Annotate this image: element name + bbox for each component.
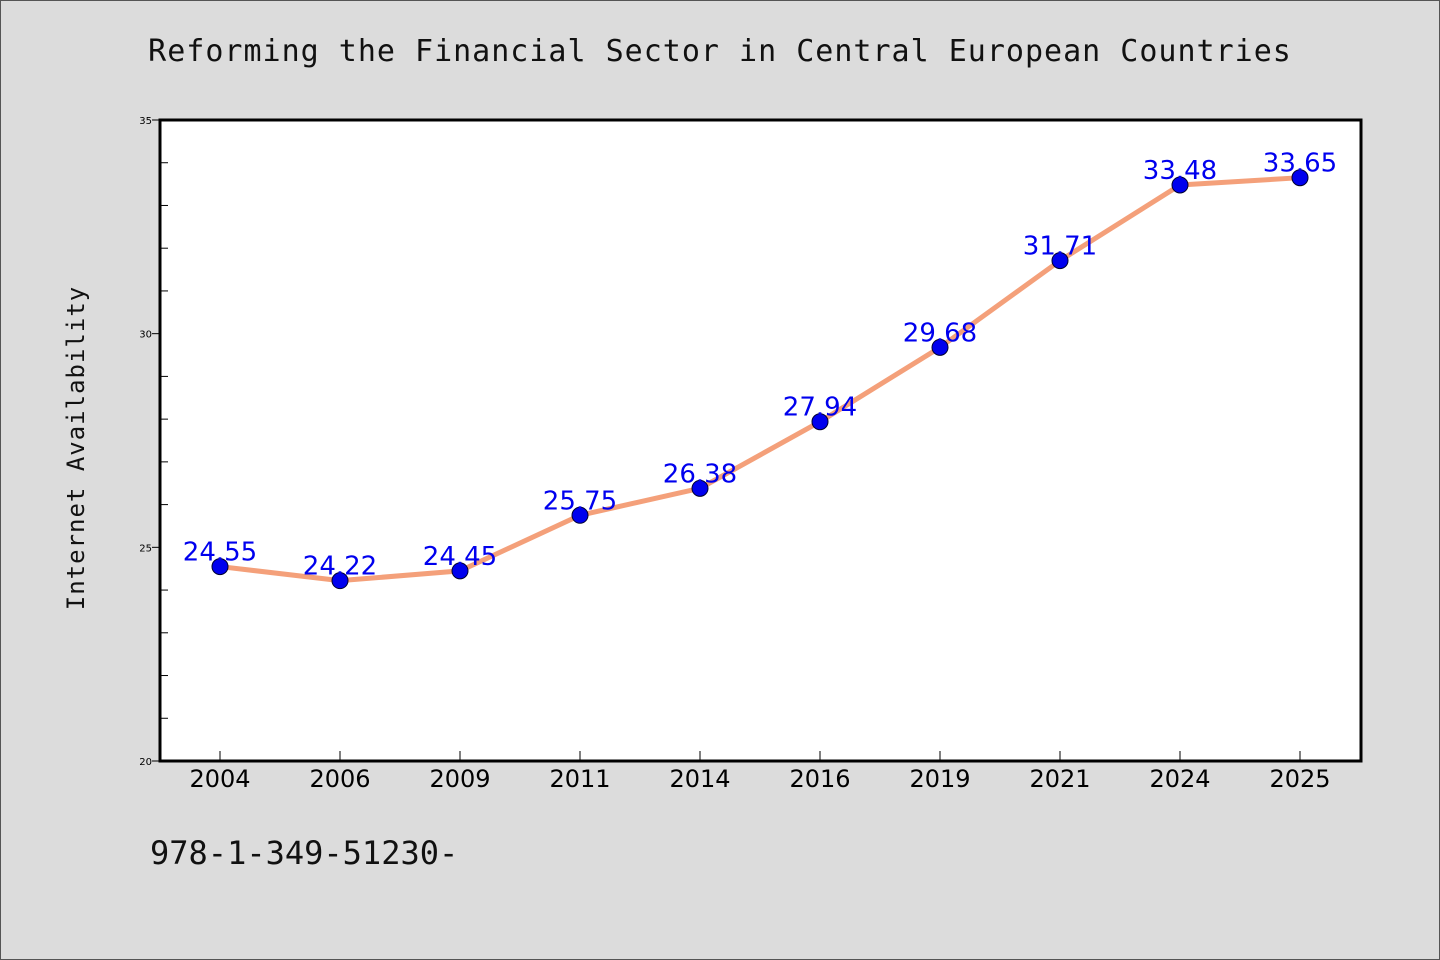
data-label: 24.55 [183, 538, 257, 568]
data-point [331, 572, 349, 590]
x-axis-ticks: 2004 2006 2009 2011 2014 2016 2019 2021 2024 2025 [189, 751, 1331, 793]
data-label: 29.68 [903, 318, 977, 348]
data-point [931, 338, 949, 356]
data-label: 33.48 [1143, 156, 1217, 186]
x-tick-label: 2006 [309, 765, 370, 793]
data-point [1171, 176, 1189, 194]
data-point [571, 506, 589, 524]
plot-area [158, 118, 1363, 763]
x-tick-label: 2016 [789, 765, 850, 793]
x-tick-label: 2024 [1149, 765, 1210, 793]
data-label: 26.38 [663, 459, 737, 489]
chart-title: Reforming the Financial Sector in Centra… [148, 34, 1292, 69]
y-tick-label: 35 [139, 116, 152, 127]
data-label: 31.71 [1023, 232, 1097, 262]
y-tick-label: 30 [139, 330, 152, 341]
x-tick-label: 2014 [669, 765, 730, 793]
data-label: 25.75 [543, 486, 617, 516]
y-axis-ticks: 20 25 30 35 [139, 116, 168, 768]
y-tick-label: 25 [139, 543, 152, 554]
x-tick-label: 2019 [909, 765, 970, 793]
data-point [1291, 169, 1309, 187]
x-tick-label: 2021 [1029, 765, 1090, 793]
x-tick-label: 2011 [549, 765, 610, 793]
x-tick-label: 2004 [189, 765, 250, 793]
data-point [811, 413, 829, 431]
data-point [1051, 252, 1069, 270]
data-label: 27.94 [783, 393, 857, 423]
data-point [451, 562, 469, 580]
series-group: 24.55 24.22 24.45 25.75 26.38 27.94 29.68 31.71… [183, 149, 1337, 590]
data-label: 33.65 [1263, 149, 1337, 179]
data-point [691, 479, 709, 497]
data-label: 24.45 [423, 542, 497, 572]
data-label: 24.22 [303, 552, 377, 582]
y-tick-label: 20 [139, 757, 152, 768]
series-line [217, 175, 1303, 584]
x-tick-label: 2025 [1269, 765, 1330, 793]
data-point [211, 558, 229, 576]
footer-text: 978-1-349-51230- [150, 834, 459, 872]
x-tick-label: 2009 [429, 765, 490, 793]
